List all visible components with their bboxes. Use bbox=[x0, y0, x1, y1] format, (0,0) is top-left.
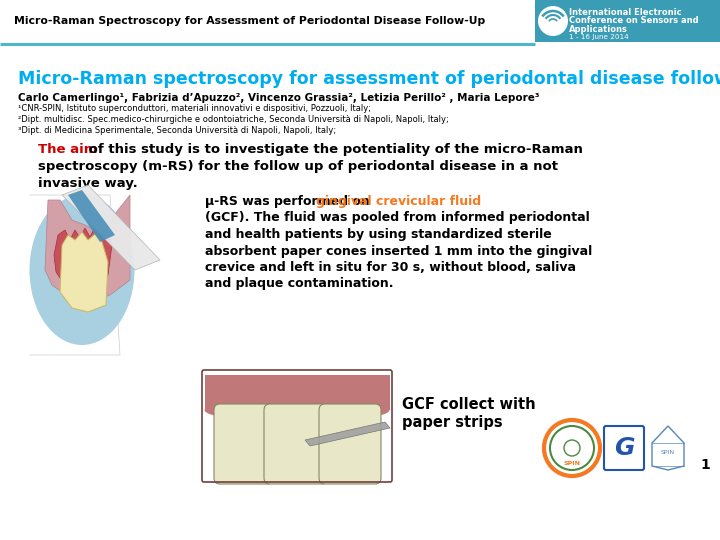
Text: Carlo Camerlingo¹, Fabrizia d’Apuzzo², Vincenzo Grassia², Letizia Perillo² , Mar: Carlo Camerlingo¹, Fabrizia d’Apuzzo², V… bbox=[18, 93, 539, 103]
Polygon shape bbox=[68, 190, 115, 242]
Text: The aim: The aim bbox=[38, 143, 97, 156]
Text: ²Dipt. multidisc. Spec.medico-chirurgiche e odontoiatriche, Seconda Università d: ²Dipt. multidisc. Spec.medico-chirurgich… bbox=[18, 115, 449, 124]
Text: 1 - 16 June 2014: 1 - 16 June 2014 bbox=[569, 34, 629, 40]
Text: ¹CNR-SPIN, Istituto superconduttori, materiali innovativi e dispositivi, Pozzuol: ¹CNR-SPIN, Istituto superconduttori, mat… bbox=[18, 104, 371, 113]
Bar bbox=[0, 0, 720, 42]
Text: G: G bbox=[613, 436, 634, 460]
FancyBboxPatch shape bbox=[214, 404, 274, 484]
Text: μ-RS was performed on: μ-RS was performed on bbox=[205, 195, 374, 208]
Polygon shape bbox=[45, 195, 130, 302]
Bar bbox=[205, 375, 390, 410]
FancyBboxPatch shape bbox=[604, 426, 644, 470]
Polygon shape bbox=[30, 195, 120, 355]
Text: Micro-Raman Spectroscopy for Assessment of Periodontal Disease Follow-Up: Micro-Raman Spectroscopy for Assessment … bbox=[14, 16, 485, 26]
Text: ³Dipt. di Medicina Sperimentale, Seconda Università di Napoli, Napoli, Italy;: ³Dipt. di Medicina Sperimentale, Seconda… bbox=[18, 126, 336, 135]
Text: spectroscopy (m-RS) for the follow up of periodontal disease in a not: spectroscopy (m-RS) for the follow up of… bbox=[38, 160, 558, 173]
Polygon shape bbox=[54, 225, 112, 292]
Text: absorbent paper cones inserted 1 mm into the gingival: absorbent paper cones inserted 1 mm into… bbox=[205, 245, 593, 258]
Text: and plaque contamination.: and plaque contamination. bbox=[205, 278, 394, 291]
Text: crevice and left in situ for 30 s, without blood, saliva: crevice and left in situ for 30 s, witho… bbox=[205, 261, 576, 274]
Text: SPIN: SPIN bbox=[661, 450, 675, 456]
Text: paper strips: paper strips bbox=[402, 415, 503, 430]
Circle shape bbox=[538, 6, 568, 36]
Polygon shape bbox=[60, 232, 108, 312]
Text: of this study is to investigate the potentiality of the micro-Raman: of this study is to investigate the pote… bbox=[84, 143, 583, 156]
Bar bbox=[535, 0, 720, 42]
Text: (GCF). The fluid was pooled from informed periodontal: (GCF). The fluid was pooled from informe… bbox=[205, 212, 590, 225]
Text: International Electronic: International Electronic bbox=[569, 8, 682, 17]
Text: gingival crevicular fluid: gingival crevicular fluid bbox=[316, 195, 481, 208]
FancyBboxPatch shape bbox=[319, 404, 381, 484]
FancyBboxPatch shape bbox=[264, 404, 328, 484]
Text: Conference on Sensors and: Conference on Sensors and bbox=[569, 16, 698, 25]
Text: 1: 1 bbox=[701, 458, 710, 472]
Text: and health patients by using standardized sterile: and health patients by using standardize… bbox=[205, 228, 552, 241]
Text: invasive way.: invasive way. bbox=[38, 177, 138, 190]
Polygon shape bbox=[62, 185, 160, 270]
Text: SPIN: SPIN bbox=[564, 461, 580, 466]
Text: Applications: Applications bbox=[569, 25, 628, 34]
Ellipse shape bbox=[204, 397, 390, 422]
Polygon shape bbox=[305, 422, 390, 446]
Ellipse shape bbox=[30, 195, 135, 345]
Text: Micro-Raman spectroscopy for assessment of periodontal disease follow-up: Micro-Raman spectroscopy for assessment … bbox=[18, 70, 720, 88]
Text: GCF collect with: GCF collect with bbox=[402, 397, 536, 412]
